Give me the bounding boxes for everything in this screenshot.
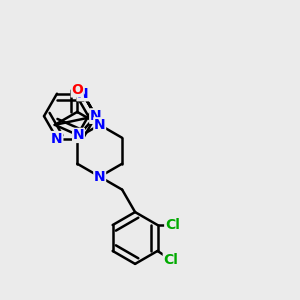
Text: Cl: Cl xyxy=(163,253,178,267)
Text: N: N xyxy=(73,128,84,142)
Text: N: N xyxy=(90,109,102,123)
Text: Cl: Cl xyxy=(165,218,180,232)
Text: N: N xyxy=(90,109,102,123)
Text: N: N xyxy=(51,132,63,145)
Text: N: N xyxy=(94,170,106,184)
Text: O: O xyxy=(71,83,83,97)
Text: N: N xyxy=(94,118,106,132)
Text: N: N xyxy=(77,87,89,101)
